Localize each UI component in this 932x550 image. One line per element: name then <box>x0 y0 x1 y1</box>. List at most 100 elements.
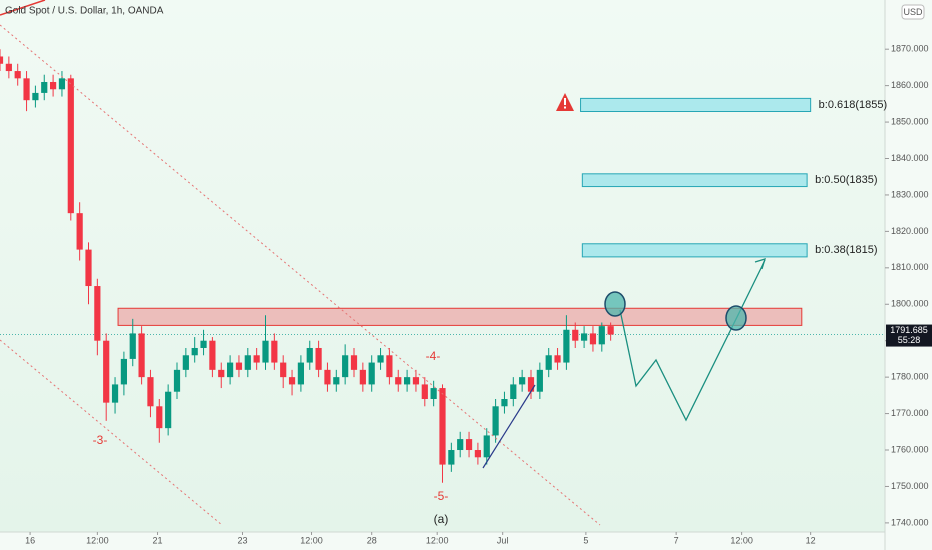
candle-body <box>430 388 437 399</box>
y-tick-label: 1860.000 <box>891 80 929 90</box>
candle-body <box>14 71 21 79</box>
candle-body <box>536 369 543 392</box>
wave-label: -3- <box>93 433 108 447</box>
candle-body <box>244 355 251 370</box>
x-tick-label: 5 <box>583 535 588 545</box>
candle-body <box>377 355 384 363</box>
x-tick-label: 7 <box>674 535 679 545</box>
candle-body <box>545 355 552 370</box>
candle-body <box>412 377 420 385</box>
y-tick-label: 1780.000 <box>891 372 929 382</box>
wave-label: (a) <box>434 512 449 526</box>
candle-body <box>474 450 481 458</box>
candle-body <box>227 362 234 378</box>
candle-body <box>94 286 101 341</box>
y-tick-label: 1740.000 <box>891 517 929 527</box>
candle-body <box>324 369 331 385</box>
trend-line <box>482 384 536 469</box>
target-zone <box>581 173 808 188</box>
candle-body <box>598 326 605 345</box>
candle-body <box>111 384 119 403</box>
price-badge <box>886 324 932 347</box>
candle-body <box>607 326 614 335</box>
candle-body <box>129 333 136 359</box>
candle-body <box>288 377 296 385</box>
candle-body <box>271 340 278 363</box>
candle-body <box>156 406 163 429</box>
target-zone <box>580 97 812 113</box>
countdown-label: 55:28 <box>898 335 921 345</box>
candle-body <box>589 333 597 345</box>
candle-body <box>404 377 411 385</box>
candle-body <box>182 355 189 370</box>
candle-body <box>103 340 110 403</box>
trend-line <box>0 0 46 16</box>
x-tick-label: 21 <box>153 535 163 545</box>
candle-body <box>386 355 393 378</box>
chart-title: Gold Spot / U.S. Dollar, 1h, OANDA <box>5 6 164 17</box>
y-tick-label: 1850.000 <box>891 116 929 126</box>
candle-body <box>165 391 172 429</box>
candle-body <box>297 362 304 385</box>
candle-body <box>572 329 579 341</box>
candle-body <box>262 340 269 363</box>
projection-arrow <box>754 258 766 270</box>
candle-body <box>501 399 508 407</box>
x-tick-label: 28 <box>367 535 377 545</box>
candle-body <box>32 92 39 101</box>
candle-body <box>50 81 57 90</box>
x-tick-label: 23 <box>237 535 247 545</box>
x-tick-label: 12:00 <box>300 535 323 545</box>
y-tick-label: 1750.000 <box>891 481 929 491</box>
target-label: b:0.38(1815) <box>815 244 877 256</box>
candle-body <box>563 329 570 363</box>
x-tick-label: 16 <box>25 535 35 545</box>
target-label: b:0.618(1855) <box>819 99 888 111</box>
candle-body <box>209 340 216 370</box>
candle-body <box>368 362 375 385</box>
y-tick-label: 1770.000 <box>891 408 929 418</box>
candle-body <box>510 384 517 399</box>
candle-body <box>138 333 145 378</box>
x-tick-label: 12:00 <box>86 535 109 545</box>
y-tick-label: 1870.000 <box>891 44 929 54</box>
wave-label: -4- <box>426 349 441 363</box>
candle-body <box>5 63 12 72</box>
candle-body <box>85 249 92 287</box>
candle-body <box>120 358 127 385</box>
wave-label: -5- <box>434 489 449 503</box>
candle-body <box>395 377 402 385</box>
y-tick-label: 1760.000 <box>891 444 929 454</box>
candle-body <box>23 78 30 101</box>
candle-body <box>173 369 181 392</box>
candle-body <box>350 355 358 370</box>
x-tick-label: 12:00 <box>426 535 449 545</box>
price-axis-panel <box>885 0 932 550</box>
candle-body <box>342 355 349 378</box>
warning-icon <box>556 93 574 111</box>
y-tick-label: 1810.000 <box>891 262 929 272</box>
candle-body <box>439 388 446 465</box>
candle-body <box>200 340 207 348</box>
candle-body <box>191 347 198 356</box>
x-tick-label: 12 <box>806 535 816 545</box>
candle-body <box>0 56 4 64</box>
candle-body <box>421 384 428 399</box>
x-tick-label: 12:00 <box>730 535 753 545</box>
y-tick-label: 1830.000 <box>891 189 929 199</box>
currency-label: USD <box>903 7 923 17</box>
candle-body <box>483 435 490 458</box>
candle-body <box>235 362 243 370</box>
candle-body <box>519 377 526 385</box>
candle-body <box>527 377 535 392</box>
candle-body <box>492 406 499 436</box>
candle-body <box>67 78 74 214</box>
resistance-zone <box>117 307 803 326</box>
candle-body <box>218 369 225 378</box>
candle-body <box>581 333 588 341</box>
last-price-label: 1791.685 <box>890 325 928 335</box>
y-tick-label: 1800.000 <box>891 299 929 309</box>
channel-line <box>0 339 223 526</box>
candle-body <box>41 81 48 93</box>
